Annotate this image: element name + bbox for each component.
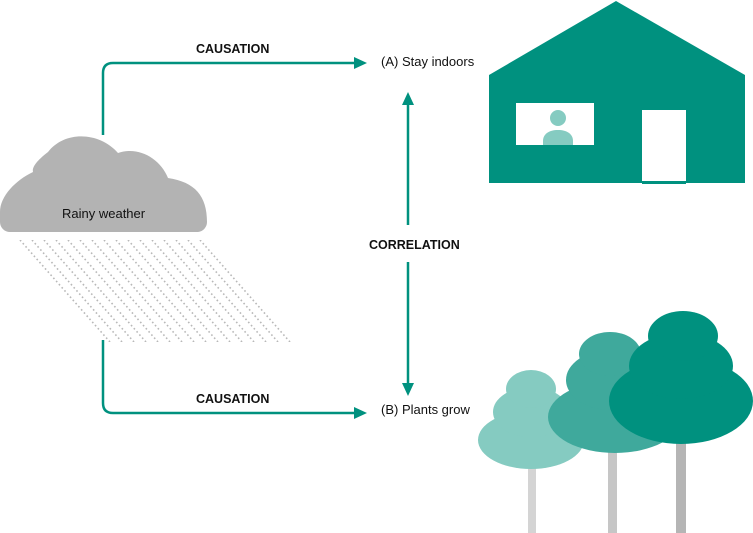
bottom-causation-label: CAUSATION	[196, 392, 270, 406]
rain-streak	[31, 240, 123, 342]
rain-streaks	[0, 240, 300, 342]
correlation-label: CORRELATION	[369, 238, 460, 252]
rain-streak	[127, 240, 219, 342]
rain-streak	[10, 240, 75, 342]
rain-streak	[55, 240, 147, 342]
rain-streak	[67, 240, 159, 342]
rain-streak	[10, 240, 63, 342]
rain-streak	[10, 240, 99, 342]
rain-streak	[91, 240, 183, 342]
rain-streak	[211, 240, 300, 342]
rain-cloud-icon	[0, 136, 208, 232]
rain-streak	[103, 240, 195, 342]
top-arrowhead	[354, 57, 367, 69]
bottom-arrowhead	[354, 407, 367, 419]
outcome-b-label: (B) Plants grow	[381, 402, 470, 417]
rain-streak	[163, 240, 255, 342]
rain-streak	[19, 240, 111, 342]
top-causation-label: CAUSATION	[196, 42, 270, 56]
rain-streak	[115, 240, 207, 342]
rain-streak	[10, 240, 27, 342]
house-icon	[489, 1, 745, 184]
correlation-arrowhead-down	[402, 383, 414, 396]
person-icon	[543, 110, 573, 145]
correlation-arrowhead-up	[402, 92, 414, 105]
rain-streak	[199, 240, 291, 342]
large-tree	[609, 311, 753, 444]
rain-streak	[187, 240, 279, 342]
rain-streak	[151, 240, 243, 342]
rain-streak	[10, 240, 15, 342]
cloud-label: Rainy weather	[62, 206, 146, 221]
bottom-causation-arrow	[101, 340, 356, 415]
rain-streak	[0, 240, 2, 342]
rain-streak	[10, 240, 39, 342]
top-causation-arrow	[101, 61, 356, 135]
rain-streak	[43, 240, 135, 342]
rain-streak	[79, 240, 171, 342]
rain-streak	[175, 240, 267, 342]
rain-streak	[10, 240, 87, 342]
trees-icon	[478, 311, 753, 533]
outcome-a-label: (A) Stay indoors	[381, 54, 475, 69]
rain-streak	[139, 240, 231, 342]
rain-streak	[10, 240, 51, 342]
